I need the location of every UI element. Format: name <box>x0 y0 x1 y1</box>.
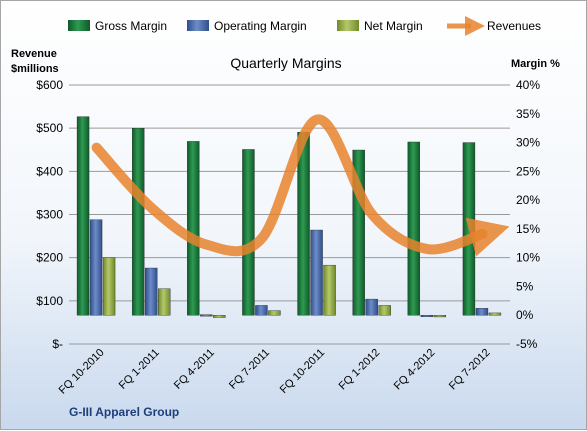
legend-swatch-gross-margin <box>68 20 90 31</box>
left-axis-tick-label: $200 <box>36 251 63 265</box>
right-axis-tick-label: 30% <box>516 136 540 150</box>
right-axis-tick-label: 0% <box>516 308 534 322</box>
operating-margin-bar <box>475 308 489 316</box>
net-margin-bar <box>157 288 171 316</box>
gross-margin-bar <box>242 149 255 316</box>
right-axis-label: Margin % <box>511 58 560 70</box>
footer-company: G-III Apparel Group <box>69 405 179 419</box>
x-axis-tick-label: FQ 1-2011 <box>117 347 162 392</box>
left-axis-tick-label: $400 <box>36 164 63 178</box>
left-axis-tick-label: $- <box>52 337 63 351</box>
x-axis-tick-label: FQ 7-2012 <box>447 347 493 393</box>
right-axis-tick-label: 35% <box>516 107 540 121</box>
net-margin-bar <box>268 310 281 316</box>
operating-margin-bar <box>144 267 158 316</box>
operating-margin-bar <box>89 219 103 316</box>
left-axis-tick-label: $100 <box>36 294 63 308</box>
right-axis-tick-label: 25% <box>516 164 540 178</box>
operating-margin-bar <box>310 229 323 316</box>
x-axis-tick-label: FQ 7-2011 <box>227 347 272 392</box>
legend-label-revenues: Revenues <box>487 19 541 33</box>
operating-margin-bar <box>420 315 434 317</box>
net-margin-bar <box>323 264 336 316</box>
gross-margin-bar <box>187 141 200 316</box>
legend-swatch-net-margin <box>337 20 359 31</box>
legend-label-gross-margin: Gross Margin <box>95 19 167 33</box>
right-axis-tick-label: 5% <box>516 279 534 293</box>
legend-label-net-margin: Net Margin <box>364 19 423 33</box>
net-margin-bar <box>378 305 391 316</box>
net-margin-bar <box>488 312 502 316</box>
net-margin-bar <box>102 257 116 316</box>
legend-label-operating-margin: Operating Margin <box>214 19 307 33</box>
left-axis-tick-label: $300 <box>36 208 63 222</box>
chart-legend: Gross Margin Operating Margin Net Margin… <box>68 16 541 36</box>
gross-margin-bar <box>131 127 145 316</box>
operating-margin-bar <box>255 305 268 316</box>
right-axis-tick-label: 15% <box>516 222 540 236</box>
operating-margin-bar <box>200 314 213 317</box>
x-axis-tick-label: FQ 4-2011 <box>172 347 217 392</box>
x-axis-tick-label: FQ 10-2011 <box>278 347 327 396</box>
gross-margin-bar <box>407 141 421 316</box>
right-axis-tick-label: 40% <box>516 78 540 92</box>
x-axis-tick-label: FQ 4-2012 <box>392 347 438 393</box>
right-axis-tick-label: -5% <box>516 337 538 351</box>
gross-margin-bar <box>76 116 90 316</box>
left-axis-label-line1: Revenue <box>11 48 57 60</box>
chart-title: Quarterly Margins <box>230 55 341 71</box>
net-margin-bar <box>433 315 447 318</box>
left-axis-label-line2: $millions <box>11 63 59 75</box>
left-axis-tick-label: $600 <box>36 78 63 92</box>
gross-margin-bar <box>462 142 476 316</box>
right-axis-tick-label: 20% <box>516 193 540 207</box>
right-axis-tick-label: 10% <box>516 251 540 265</box>
x-axis-tick-label: FQ 10-2010 <box>57 347 107 397</box>
net-margin-bar <box>213 315 226 318</box>
revenues-line <box>91 114 510 257</box>
x-axis-tick-label: FQ 1-2012 <box>337 347 383 393</box>
legend-swatch-operating-margin <box>187 20 209 31</box>
left-axis-tick-label: $500 <box>36 121 63 135</box>
operating-margin-bar <box>365 298 378 316</box>
